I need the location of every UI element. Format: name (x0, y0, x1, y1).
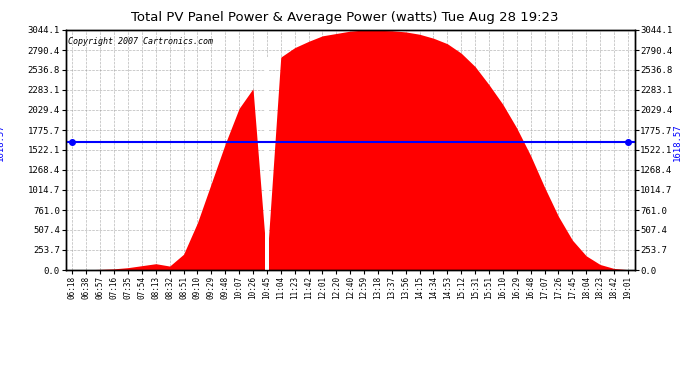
Text: Copyright 2007 Cartronics.com: Copyright 2007 Cartronics.com (68, 37, 213, 46)
Text: 1618.57: 1618.57 (673, 124, 682, 161)
Text: Total PV Panel Power & Average Power (watts) Tue Aug 28 19:23: Total PV Panel Power & Average Power (wa… (131, 11, 559, 24)
Text: 1618.57: 1618.57 (0, 124, 5, 161)
